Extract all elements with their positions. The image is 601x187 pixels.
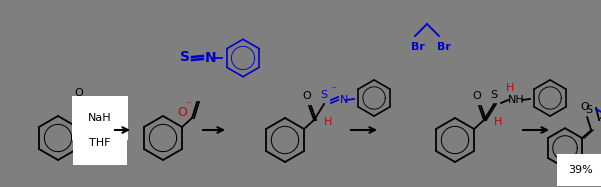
Text: H: H <box>324 117 332 127</box>
Text: 39%: 39% <box>568 165 593 175</box>
Text: NH: NH <box>508 95 525 105</box>
Text: O: O <box>75 88 84 98</box>
Text: O: O <box>581 102 590 112</box>
Text: Br: Br <box>411 42 425 52</box>
Text: N: N <box>340 95 349 105</box>
Text: O: O <box>303 91 311 101</box>
Text: ⁻: ⁻ <box>331 85 336 95</box>
Text: S: S <box>585 105 593 115</box>
Text: H: H <box>494 117 502 127</box>
Text: N: N <box>205 51 216 65</box>
Text: H: H <box>506 83 514 93</box>
Text: O: O <box>472 91 481 101</box>
Text: H: H <box>600 127 601 137</box>
Text: S: S <box>490 90 498 100</box>
Text: S: S <box>320 90 328 100</box>
Text: Br: Br <box>437 42 451 52</box>
Text: ⁻: ⁻ <box>185 100 191 110</box>
Text: 3: 3 <box>119 113 124 122</box>
Text: NaH: NaH <box>88 113 112 123</box>
Text: THF: THF <box>90 138 111 148</box>
Text: CH: CH <box>106 110 122 120</box>
Text: O: O <box>177 105 187 119</box>
Text: S: S <box>180 50 190 64</box>
